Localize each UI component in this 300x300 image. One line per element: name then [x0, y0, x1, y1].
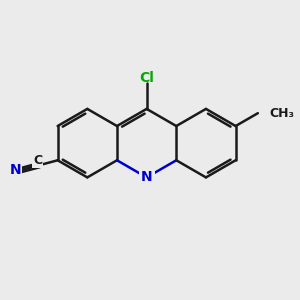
Text: C: C — [33, 154, 42, 167]
Text: N: N — [10, 164, 21, 178]
Text: N: N — [141, 170, 152, 184]
Text: CH₃: CH₃ — [270, 107, 295, 120]
Text: Cl: Cl — [139, 71, 154, 85]
